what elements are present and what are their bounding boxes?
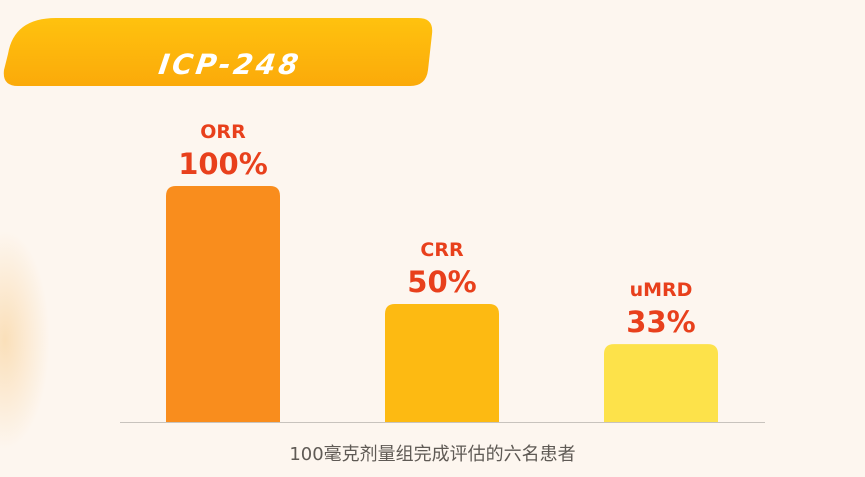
category-label-umrd: uMRD xyxy=(630,279,693,301)
bar-crr xyxy=(385,304,499,422)
bar-orr xyxy=(166,186,280,422)
bar-chart: ORR 100% CRR 50% uMRD 33% xyxy=(120,121,765,423)
x-axis-label: 100毫克剂量组完成评估的六名患者 xyxy=(289,444,576,465)
bar-umrd xyxy=(604,344,718,422)
value-label-crr: 50% xyxy=(407,265,476,299)
category-label-orr: ORR xyxy=(200,121,246,143)
value-label-orr: 100% xyxy=(178,147,268,181)
value-label-umrd: 33% xyxy=(626,305,695,339)
category-label-crr: CRR xyxy=(420,239,464,261)
title-banner: ICP-248 xyxy=(0,14,436,86)
